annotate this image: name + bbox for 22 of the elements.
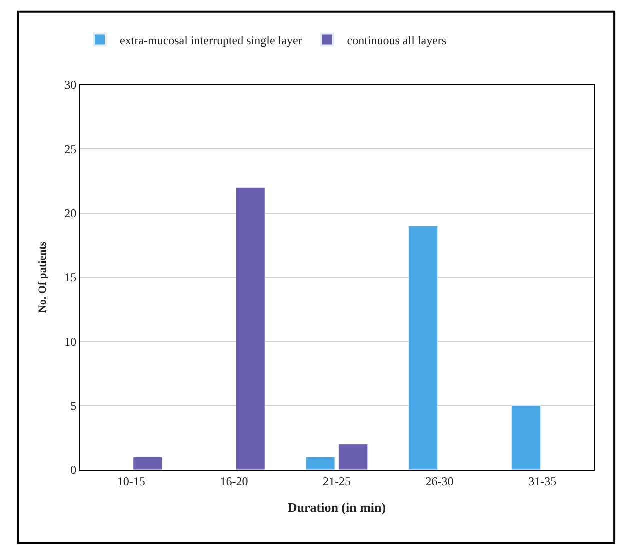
legend-label: extra-mucosal interrupted single layer: [120, 33, 302, 48]
x-tick-label: 21-25: [323, 474, 351, 488]
legend-label: continuous all layers: [347, 33, 447, 48]
y-axis-title: No. Of patients: [37, 241, 50, 314]
bar: [408, 226, 438, 470]
x-tick-label: 16-20: [220, 474, 248, 488]
x-axis-title: Duration (in min): [288, 500, 386, 515]
y-tick-label: 10: [64, 334, 77, 349]
x-tick-label: 10-15: [117, 474, 146, 488]
y-tick-label: 20: [64, 206, 77, 221]
x-tick-label: 31-35: [528, 474, 557, 488]
bar: [511, 406, 541, 470]
x-tick-label: 26-30: [426, 474, 454, 488]
y-tick-label: 25: [64, 142, 77, 156]
bar: [133, 456, 163, 470]
bar: [236, 187, 266, 470]
y-tick-label: 30: [64, 78, 77, 92]
bar: [338, 444, 368, 470]
y-tick-label: 5: [70, 399, 77, 414]
bar: [306, 456, 336, 470]
y-tick-label: 0: [70, 463, 77, 478]
y-tick-label: 15: [64, 270, 77, 285]
